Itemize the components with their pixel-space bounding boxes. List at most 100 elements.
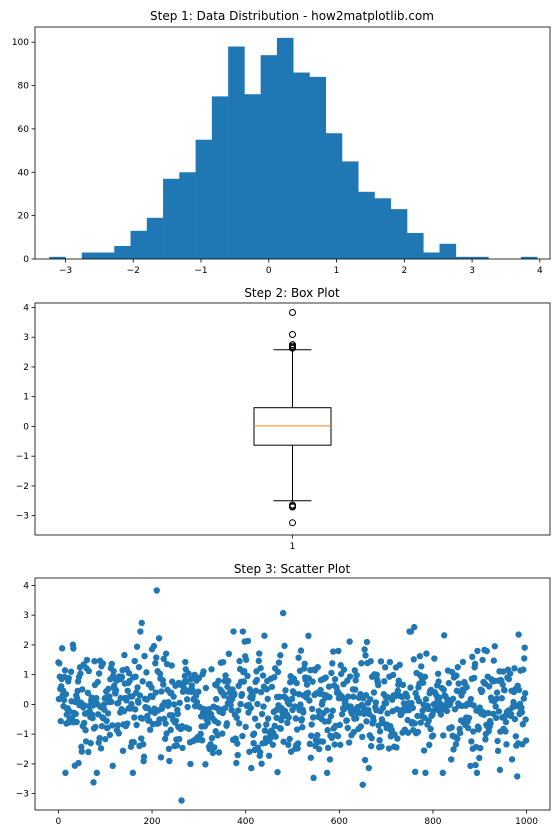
scatter-point <box>157 754 165 761</box>
scatter-point <box>62 769 69 777</box>
histogram-x-tick-label: −2 <box>127 266 140 276</box>
boxplot-y-tick-label: −3 <box>16 512 29 522</box>
boxplot-outlier <box>289 519 296 527</box>
scatter-point <box>411 623 418 631</box>
scatter-point <box>309 714 317 721</box>
scatter-point <box>362 652 369 659</box>
scatter-point <box>411 768 419 776</box>
scatter-point <box>60 696 68 704</box>
scatter-y-tick-label: −3 <box>16 790 29 800</box>
scatter-panel: Step 3: Scatter Plot 0 200 400 600 800 1000 −… <box>16 562 551 827</box>
scatter-point <box>108 660 115 668</box>
scatter-point <box>376 736 383 744</box>
scatter-point <box>507 670 514 677</box>
scatter-point <box>174 710 181 718</box>
scatter-point <box>522 737 530 744</box>
scatter-y-tick-label: −2 <box>16 760 29 770</box>
scatter-point <box>187 675 195 683</box>
scatter-point <box>477 744 484 752</box>
scatter-point <box>271 674 278 681</box>
scatter-point <box>85 667 93 675</box>
scatter-point <box>308 732 315 739</box>
scatter-point <box>166 757 173 765</box>
scatter-point <box>170 693 177 700</box>
scatter-point <box>265 752 273 759</box>
scatter-point <box>119 747 127 755</box>
scatter-point <box>246 748 253 755</box>
scatter-point <box>158 688 165 695</box>
scatter-point <box>434 670 442 677</box>
scatter-point <box>299 724 306 731</box>
scatter-point <box>215 749 223 756</box>
scatter-point <box>303 681 311 688</box>
scatter-point <box>80 719 88 727</box>
scatter-point <box>346 673 354 680</box>
scatter-point <box>227 701 234 709</box>
histogram-y-tick-label: 100 <box>12 38 29 48</box>
scatter-point <box>132 673 139 680</box>
scatter-point <box>91 657 98 665</box>
histogram-bar <box>244 94 261 259</box>
scatter-point <box>386 658 394 666</box>
scatter-point <box>263 686 270 693</box>
scatter-point <box>323 769 331 777</box>
scatter-point <box>322 674 329 681</box>
scatter-point <box>334 732 342 740</box>
scatter-point <box>239 628 247 635</box>
scatter-point <box>363 718 370 725</box>
scatter-point <box>396 661 403 669</box>
histogram-x-tick-label: −3 <box>59 266 72 276</box>
scatter-point <box>451 705 459 713</box>
scatter-point <box>250 739 257 747</box>
scatter-point <box>419 707 426 714</box>
scatter-point <box>443 707 451 715</box>
scatter-point <box>202 684 210 692</box>
scatter-point <box>343 717 351 724</box>
scatter-point <box>209 749 217 757</box>
scatter-point <box>129 769 137 777</box>
histogram-bar <box>130 230 148 259</box>
scatter-point <box>367 658 374 665</box>
scatter-point <box>345 693 352 700</box>
scatter-point <box>395 677 402 684</box>
scatter-point <box>254 700 261 708</box>
scatter-point <box>252 687 260 694</box>
scatter-point <box>294 745 301 752</box>
scatter-x-tick-label: 0 <box>56 817 62 827</box>
scatter-point <box>427 725 434 733</box>
scatter-point <box>297 647 305 654</box>
scatter-point <box>454 735 461 742</box>
scatter-point <box>515 631 522 638</box>
scatter-point <box>272 706 280 714</box>
histogram-bar <box>439 243 457 259</box>
scatter-point <box>470 702 477 709</box>
scatter-point <box>93 694 100 702</box>
scatter-point <box>494 747 502 755</box>
scatter-point <box>124 720 131 727</box>
scatter-point <box>115 730 123 737</box>
scatter-point <box>336 721 343 729</box>
scatter-point <box>96 734 103 742</box>
scatter-point <box>212 695 220 703</box>
scatter-point <box>350 693 357 700</box>
scatter-point <box>298 716 306 723</box>
scatter-point <box>161 735 169 742</box>
histogram-bar <box>390 209 408 259</box>
scatter-point <box>195 688 202 695</box>
scatter-point <box>197 730 204 738</box>
scatter-point <box>431 655 438 662</box>
scatter-point <box>179 744 186 752</box>
scatter-point <box>279 609 287 617</box>
scatter-point <box>233 714 240 722</box>
boxplot-y-tick-label: 1 <box>23 393 29 403</box>
scatter-point <box>257 688 265 696</box>
scatter-point <box>139 678 146 685</box>
scatter-point <box>205 706 212 713</box>
scatter-point <box>474 647 481 655</box>
scatter-point <box>268 683 276 691</box>
scatter-point <box>469 653 476 661</box>
scatter-point <box>222 672 229 679</box>
scatter-point <box>176 699 183 707</box>
scatter-point <box>281 642 288 650</box>
scatter-point <box>187 760 194 768</box>
